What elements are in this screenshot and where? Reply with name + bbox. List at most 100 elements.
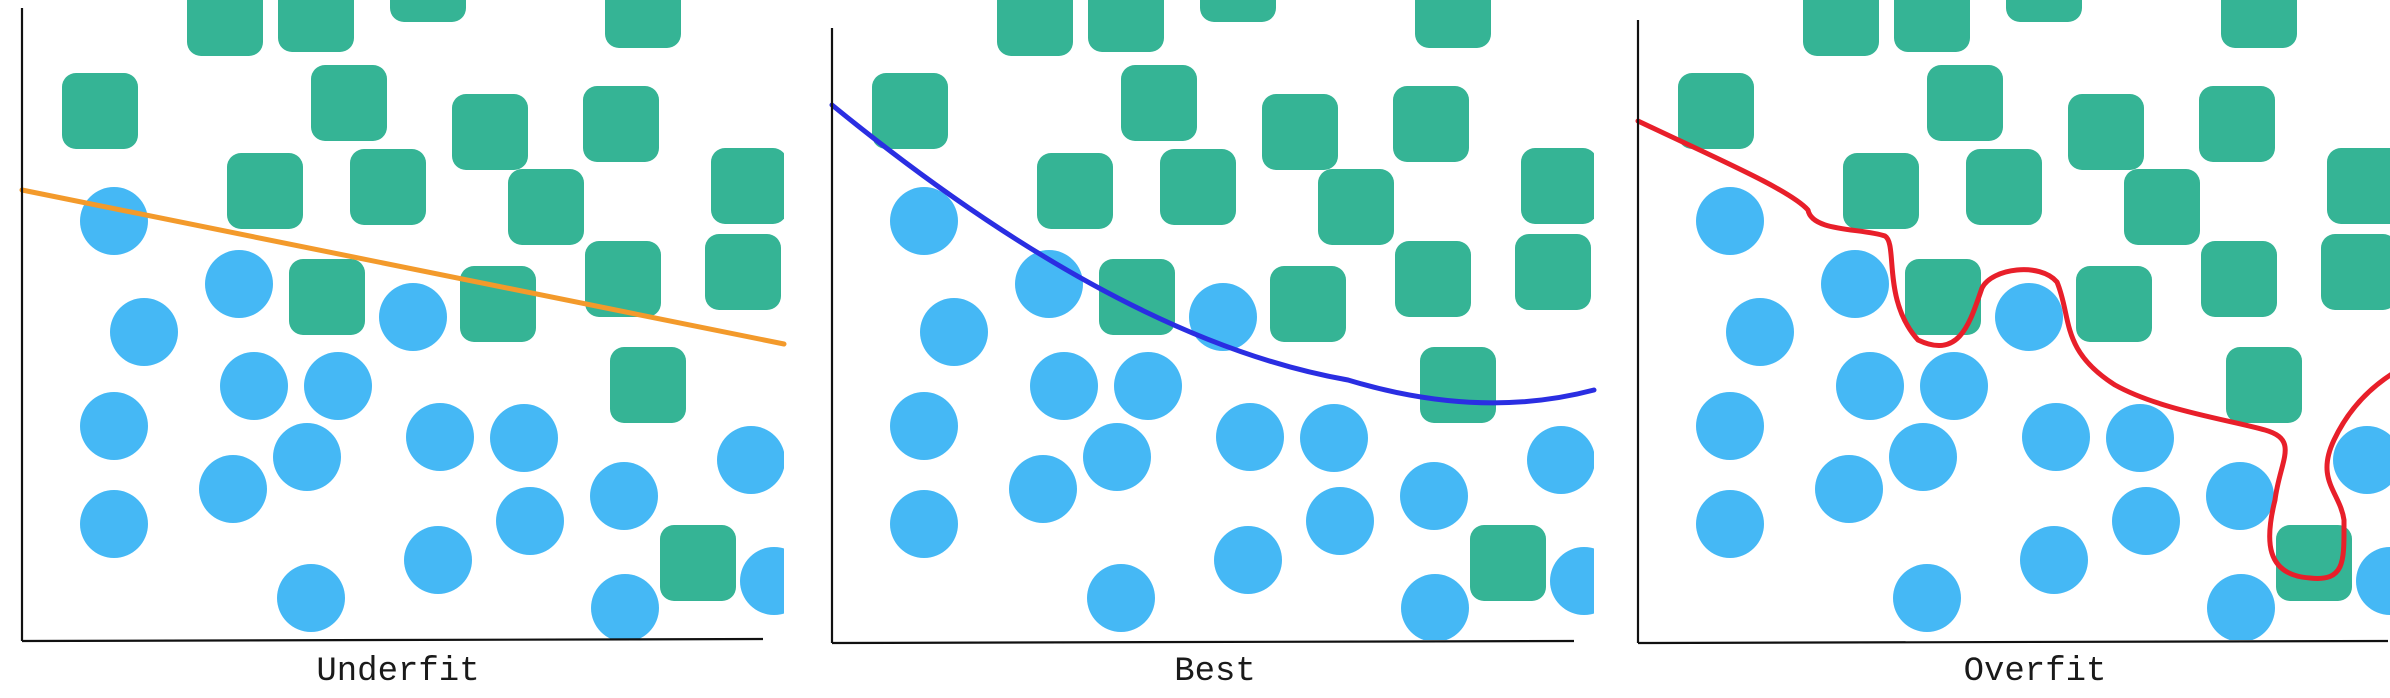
square-point [2221,0,2297,48]
panel-label-best: Best [1174,653,1256,691]
circle-point [1527,426,1594,494]
circle-point [1920,352,1988,420]
underfit-boundary-line [19,187,787,347]
circle-point [404,526,472,594]
square-point [1121,65,1197,141]
circle-point [1401,574,1469,640]
panel-best: Best [829,0,1597,691]
square-point [2068,94,2144,170]
circle-point [1889,423,1957,491]
square-point [1395,241,1471,317]
square-point [1678,73,1754,149]
square-point [1088,0,1164,52]
square-point [2199,86,2275,162]
circle-point [890,392,958,460]
square-point [2226,347,2302,423]
square-point [227,153,303,229]
circle-point [406,403,474,471]
square-point [1415,0,1491,48]
circle-point [1726,298,1794,366]
overfit-boundary-curve [1635,118,2390,581]
circle-point [110,298,178,366]
circle-point [496,487,564,555]
square-point [2006,0,2082,22]
square-point [508,169,584,245]
square-point [1393,86,1469,162]
square-point [583,86,659,162]
circle-point [740,547,784,615]
square-point [350,149,426,225]
panel-underfit: Underfit [19,0,787,691]
circle-point [1696,490,1764,558]
square-point [585,241,661,317]
square-point [452,94,528,170]
square-point [997,0,1073,56]
circle-point [1009,455,1077,523]
square-point [2327,148,2390,224]
square-point [872,73,948,149]
circle-point [2207,574,2275,640]
square-point [1521,148,1594,224]
square-point [1420,347,1496,423]
circle-point [1821,250,1889,318]
circle-point [2206,462,2274,530]
circle-point [2106,404,2174,472]
square-point [62,73,138,149]
circle-point [1696,187,1764,255]
square-point [705,234,781,310]
circle-point [1550,547,1594,615]
square-point [2276,525,2352,601]
circle-point [277,564,345,632]
circle-point [920,298,988,366]
square-point [1037,153,1113,229]
square-point [1803,0,1879,56]
square-point [1470,525,1546,601]
circle-point [1114,352,1182,420]
square-point [2124,169,2200,245]
circle-point [1214,526,1282,594]
circle-point [2112,487,2180,555]
square-point [1160,149,1236,225]
circle-point [273,423,341,491]
square-point [311,65,387,141]
circle-point [205,250,273,318]
circle-point [1087,564,1155,632]
circle-point [890,187,958,255]
circle-point [1306,487,1374,555]
square-point [278,0,354,52]
x-axis [1637,639,2389,645]
square-point [2321,234,2390,310]
circle-point [80,392,148,460]
square-point [2076,266,2152,342]
square-point [460,266,536,342]
square-point [1515,234,1591,310]
panel-overfit: Overfit [1635,0,2390,691]
circle-point [199,455,267,523]
circle-point [220,352,288,420]
square-point [711,148,784,224]
circle-point [1893,564,1961,632]
circle-point [379,283,447,351]
circle-point [1030,352,1098,420]
circle-point [1189,283,1257,351]
square-point [289,259,365,335]
circle-point [1815,455,1883,523]
square-point [1318,169,1394,245]
square-point [2201,241,2277,317]
square-point [1894,0,1970,52]
circle-point [2356,547,2390,615]
circle-point [1696,392,1764,460]
square-point [1927,65,2003,141]
circle-point [2333,426,2390,494]
circle-point [490,404,558,472]
circle-point [890,490,958,558]
square-point [1843,153,1919,229]
data-points [62,0,784,640]
square-point [390,0,466,22]
panel-label-underfit: Underfit [316,653,479,691]
square-point [610,347,686,423]
circle-point [1400,462,1468,530]
circle-point [2020,526,2088,594]
circle-point [80,490,148,558]
